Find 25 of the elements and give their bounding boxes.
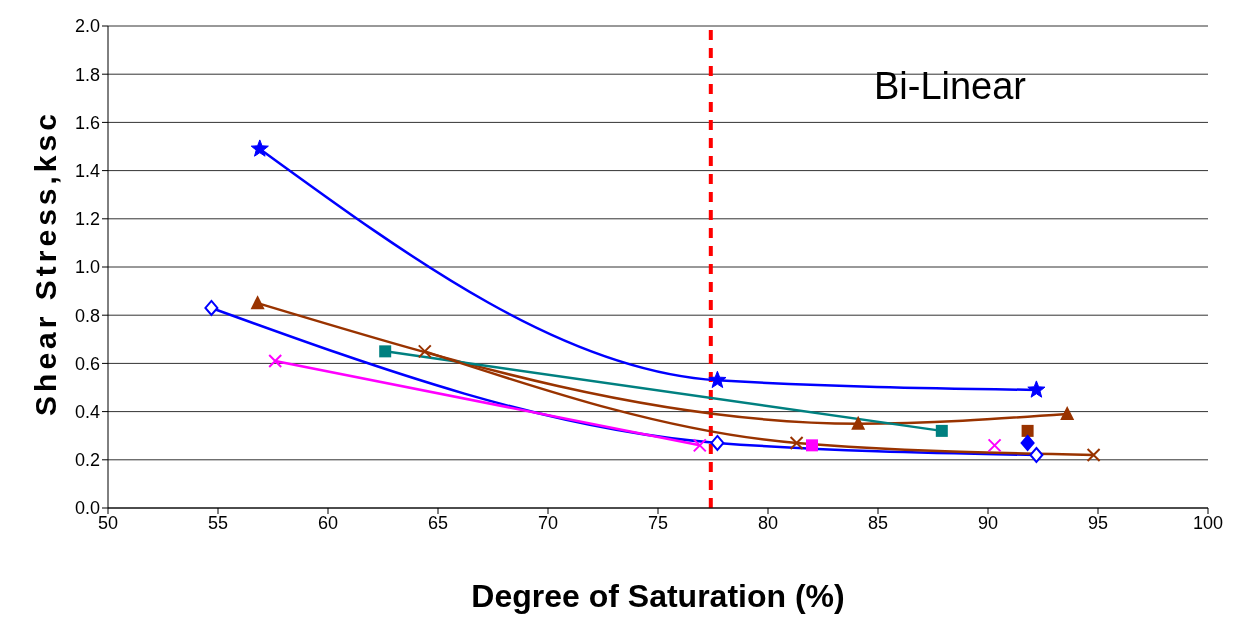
x-tick-label: 85 [867, 512, 889, 533]
y-tick-label: 1.8 [74, 64, 100, 85]
y-tick-label: 0.4 [74, 401, 100, 422]
x-tick-label: 75 [647, 512, 669, 533]
y-axis-title: Shear Stress,ksc [29, 110, 63, 416]
x-tick-label: 60 [317, 512, 339, 533]
x-tick-label: 90 [977, 512, 999, 533]
x-tick-label: 70 [537, 512, 559, 533]
x-tick-label: 50 [97, 512, 119, 533]
x-tick-label: 65 [427, 512, 449, 533]
y-tick-label: 1.0 [74, 257, 100, 278]
y-tick-label: 2.0 [74, 16, 100, 37]
y-tick-label: 0.6 [74, 353, 100, 374]
x-tick-label: 95 [1087, 512, 1109, 533]
y-tick-label: 1.6 [74, 112, 100, 133]
x-tick-label: 55 [207, 512, 229, 533]
y-tick-label: 0.0 [74, 498, 100, 519]
x-axis-title: Degree of Saturation (%) [470, 578, 846, 615]
y-tick-label: 0.8 [74, 305, 100, 326]
x-tick-label: 100 [1192, 512, 1224, 533]
x-tick-label: 80 [757, 512, 779, 533]
y-tick-label: 0.2 [74, 450, 100, 471]
annotation: Bi-Linear [872, 63, 1028, 109]
y-tick-label: 1.4 [74, 160, 100, 181]
y-tick-label: 1.2 [74, 209, 100, 230]
